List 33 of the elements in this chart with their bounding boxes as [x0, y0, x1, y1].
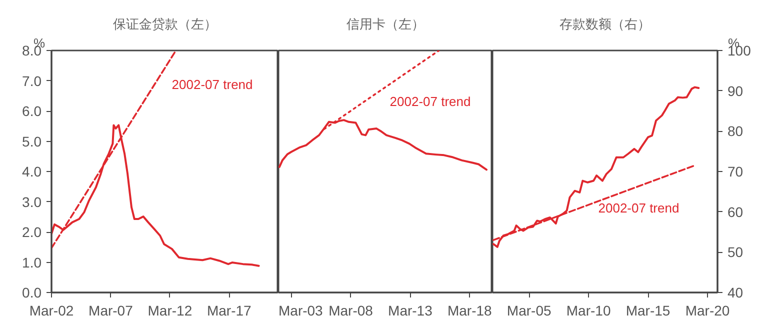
x-tick-label: Mar-13 — [388, 302, 433, 318]
x-tick-label: Mar-20 — [685, 302, 730, 318]
y2-tick-label: 60 — [728, 204, 744, 220]
annotation: 2002-07 trend — [598, 200, 680, 216]
y-tick-label: 0.0 — [22, 284, 42, 300]
x-tick-label: Mar-08 — [328, 302, 374, 318]
y-tick-label: 5.0 — [22, 133, 42, 150]
line-series — [492, 86, 700, 248]
x-tick-label: Mar-17 — [206, 302, 252, 318]
x-tick-label: Mar-02 — [29, 302, 74, 318]
y-tick-label: 3.0 — [22, 194, 42, 210]
x-tick-label: Mar-15 — [626, 302, 670, 318]
x-tick-label: Mar-18 — [447, 302, 492, 318]
y2-tick-label: 40 — [728, 284, 744, 300]
x-tick-label: Mar-05 — [506, 302, 552, 318]
chart-title: 存款数额（右） — [560, 16, 650, 32]
y2-tick-label: 80 — [728, 123, 744, 140]
x-tick-label: Mar-03 — [278, 302, 324, 318]
y-tick-label: 6.0 — [22, 103, 42, 119]
y2-tick-label: 90 — [728, 82, 744, 99]
annotation: 2002-07 trend — [172, 76, 253, 92]
chart-title: 保证金贷款（左） — [113, 16, 217, 32]
y-tick-label: 4.0 — [22, 164, 42, 180]
chart-title: 信用卡（左） — [346, 16, 424, 32]
y2-tick-label: 50 — [728, 244, 744, 260]
x-tick-label: Mar-10 — [566, 302, 611, 318]
x-tick-label: Mar-07 — [88, 302, 134, 318]
x-tick-label: Mar-12 — [148, 302, 192, 318]
y2-tick-label: 70 — [728, 164, 744, 180]
y-tick-label: 2.0 — [22, 224, 42, 240]
annotation: 2002-07 trend — [390, 94, 471, 109]
y-tick-label: 1.0 — [22, 254, 42, 270]
y-tick-label: 7.0 — [22, 72, 42, 89]
